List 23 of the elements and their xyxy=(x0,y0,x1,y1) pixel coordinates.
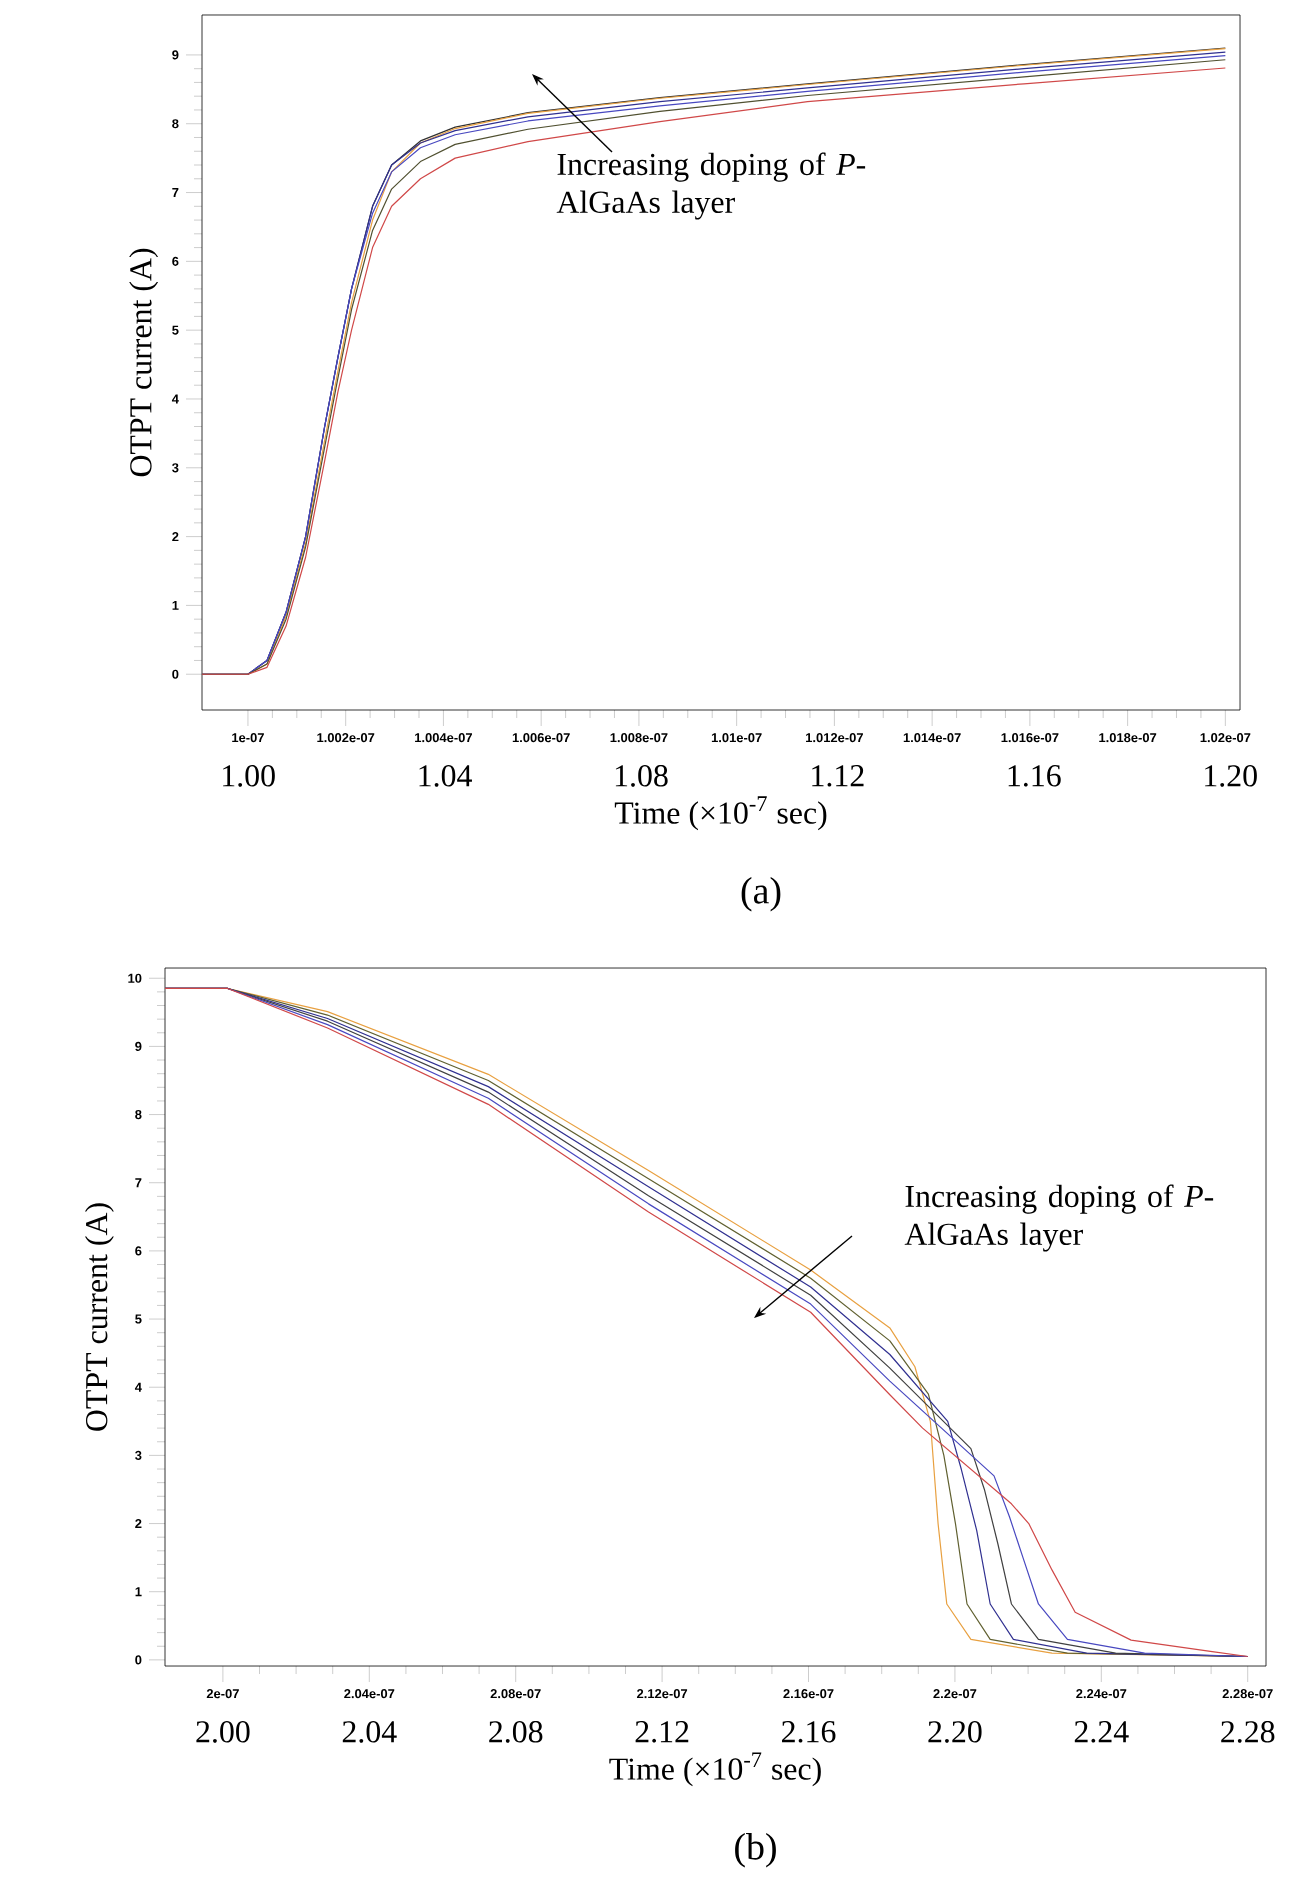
x2-axis-title: Time (×10$^{-7}$ sec) xyxy=(609,1752,821,1787)
x2-tick-label: 2.00 xyxy=(196,1721,250,1743)
x2-tick-label: 2.28 xyxy=(1221,1721,1275,1743)
y-axis-title: OTPT current (A) xyxy=(129,248,159,477)
y-axis-title: OTPT current (A) xyxy=(84,1203,114,1431)
x2-tick-label: 1.16 xyxy=(1008,765,1061,787)
x2-axis-title: Time (×10$^{-7}$ sec) xyxy=(614,796,827,831)
x2-tick-label: 1.12 xyxy=(812,765,864,787)
x2-tick-label: 2.16 xyxy=(782,1721,836,1743)
text: Increasing doping of P-AlGaAs layer xyxy=(904,1184,1214,1252)
x2-tick-label: 1.00 xyxy=(223,765,275,787)
x2-tick-label: 1.04 xyxy=(419,765,472,787)
x2-tick-label: 1.08 xyxy=(615,765,668,787)
text: (a) xyxy=(741,877,781,912)
text: (b) xyxy=(735,1833,776,1868)
text: Increasing doping of P-AlGaAs layer xyxy=(556,152,866,220)
x2-tick-label: 2.20 xyxy=(928,1721,982,1743)
x2-tick-label: 2.04 xyxy=(342,1721,397,1743)
x2-tick-label: 2.24 xyxy=(1074,1721,1129,1743)
x2-tick-label: 2.08 xyxy=(489,1721,543,1743)
x2-tick-label: 2.12 xyxy=(635,1721,689,1743)
line-series xyxy=(165,987,1249,1658)
x2-tick-label: 1.20 xyxy=(1205,765,1257,787)
